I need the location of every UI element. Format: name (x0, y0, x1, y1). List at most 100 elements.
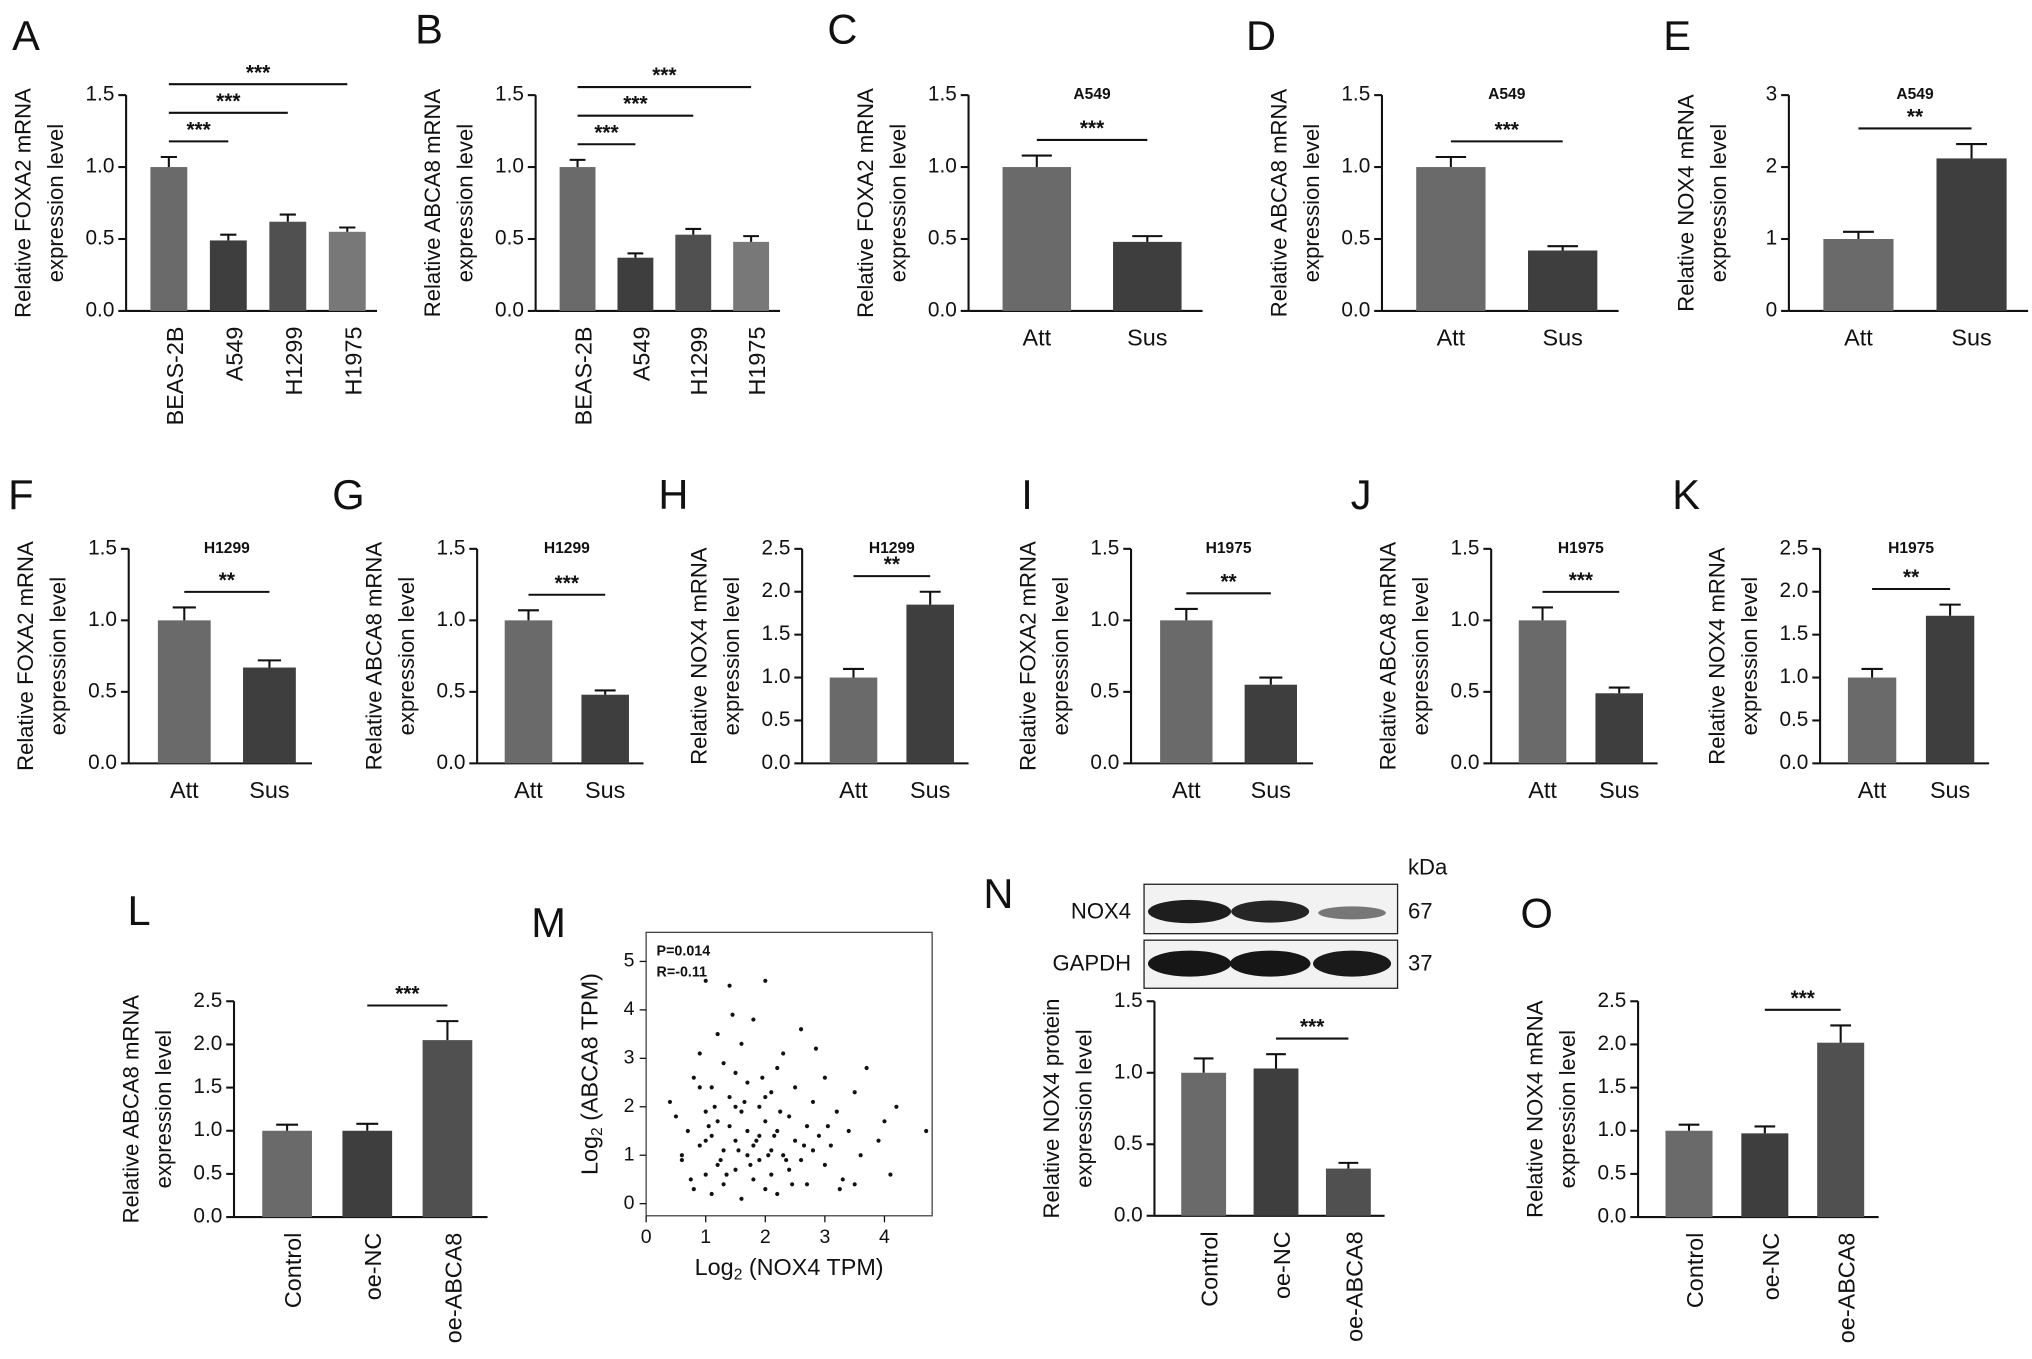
scatter-point (793, 1085, 798, 1090)
panel-label: N (983, 870, 1013, 917)
y-axis-label: expression level (43, 124, 68, 282)
x-tick-label: Sus (585, 777, 625, 803)
panel-label: D (1246, 12, 1276, 59)
scatter-point (894, 1104, 899, 1109)
blot-label: NOX4 (1071, 899, 1131, 924)
scatter-point (742, 1099, 747, 1105)
bar (243, 667, 296, 764)
scatter-point (736, 1148, 741, 1153)
y-tick-label: 1.5 (1597, 1075, 1626, 1098)
significance-label: *** (652, 64, 677, 87)
blot-label: GAPDH (1052, 951, 1131, 976)
y-tick-label: 1.5 (495, 83, 524, 106)
y-tick-label: 4 (624, 998, 635, 1020)
y-tick-label: 0.0 (1779, 751, 1808, 774)
scatter-point (837, 1187, 842, 1192)
y-tick-label: 0.0 (762, 751, 791, 774)
y-axis-label: Relative NOX4 mRNA (687, 547, 712, 765)
significance-label: ** (1903, 566, 1920, 589)
scatter-point (727, 1095, 732, 1100)
x-tick-label: Sus (1951, 325, 1991, 351)
bar (269, 221, 307, 311)
y-tick-label: 0.5 (1341, 226, 1370, 249)
panel-label: F (8, 471, 33, 518)
y-tick-label: 0.0 (85, 298, 114, 321)
panel-label: E (1663, 12, 1691, 59)
x-tick-label: Att (1172, 777, 1201, 803)
scatter-point (804, 1182, 810, 1187)
scatter-point (924, 1128, 929, 1134)
scatter-point (751, 1143, 756, 1148)
scatter-point (709, 1085, 714, 1090)
x-tick-label: oe-NC (1269, 1231, 1295, 1299)
scatter-point (715, 1162, 720, 1167)
label-part: 2 (734, 1267, 743, 1284)
y-axis-label: expression level (151, 1030, 176, 1188)
chart-title: H1299 (544, 540, 590, 557)
significance-label: *** (555, 572, 580, 595)
y-tick-label: 0.5 (85, 226, 114, 249)
panel-label: G (332, 471, 364, 518)
scatter-point (697, 1051, 702, 1056)
x-tick-label: A549 (628, 327, 654, 382)
blot-band (1318, 906, 1386, 920)
y-tick-label: 1.0 (1597, 1118, 1626, 1141)
y-tick-label: 1.0 (1779, 665, 1808, 688)
y-tick-label: 5 (624, 950, 635, 972)
scatter-point (840, 1177, 845, 1182)
scatter-point (745, 1153, 750, 1158)
chart-title: H1975 (1206, 540, 1252, 557)
chart-title: A549 (1896, 86, 1934, 103)
y-tick-label: 0.5 (88, 679, 117, 702)
scatter-point (822, 1162, 827, 1167)
y-axis-label: Relative FOXA2 mRNA (11, 88, 36, 318)
y-tick-label: 0.5 (437, 679, 466, 702)
bar (1823, 238, 1894, 311)
scatter-point (697, 1085, 702, 1090)
y-axis-label: expression level (1408, 577, 1433, 735)
scatter-point (739, 1041, 744, 1046)
scatter-point (667, 1099, 673, 1105)
bar (1925, 615, 1975, 764)
y-tick-label: 0.5 (495, 226, 524, 249)
bar (1665, 1130, 1713, 1218)
significance-label: *** (216, 90, 241, 113)
bar (1528, 250, 1598, 311)
y-tick-label: 0.0 (1341, 298, 1370, 321)
y-tick-label: 1.5 (1779, 622, 1808, 645)
scatter-point (733, 1138, 738, 1143)
scatter-point (787, 1114, 792, 1119)
scatter-point (852, 1182, 857, 1187)
chart-title: H1299 (204, 540, 250, 557)
scatter-point (688, 1177, 693, 1182)
significance-label: *** (594, 121, 619, 144)
significance-label: ** (1220, 570, 1237, 593)
y-tick-label: 2.0 (762, 579, 791, 602)
bar (262, 1130, 312, 1218)
y-tick-label: 1.5 (437, 536, 466, 559)
y-tick-label: 1.0 (495, 155, 524, 178)
y-axis-label: Relative ABCA8 mRNA (118, 995, 143, 1224)
y-tick-label: 0.0 (88, 751, 117, 774)
bar (1113, 241, 1182, 311)
scatter-point (697, 1143, 702, 1148)
y-tick-label: 1.0 (1114, 1060, 1143, 1083)
panel-label: L (128, 887, 151, 934)
y-tick-label: 1.5 (762, 622, 791, 645)
x-tick-label: oe-ABCA8 (440, 1233, 466, 1344)
scatter-point (757, 1104, 762, 1109)
bar (1741, 1133, 1789, 1218)
scatter-point (769, 1090, 774, 1095)
x-tick-label: Sus (910, 777, 950, 803)
scatter-point (757, 1133, 762, 1138)
x-tick-label: 1 (700, 1226, 711, 1248)
y-axis-label: expression level (1737, 577, 1762, 735)
chart-title: A549 (1073, 86, 1111, 103)
x-tick-label: H1975 (744, 327, 770, 396)
y-axis-label: Relative ABCA8 mRNA (1266, 89, 1291, 318)
y-tick-label: 0.0 (1597, 1205, 1626, 1228)
label-part: Log (695, 1254, 734, 1280)
y-tick-label: 0.5 (1090, 679, 1119, 702)
x-tick-label: 4 (879, 1226, 890, 1248)
scatter-point (822, 1075, 827, 1080)
